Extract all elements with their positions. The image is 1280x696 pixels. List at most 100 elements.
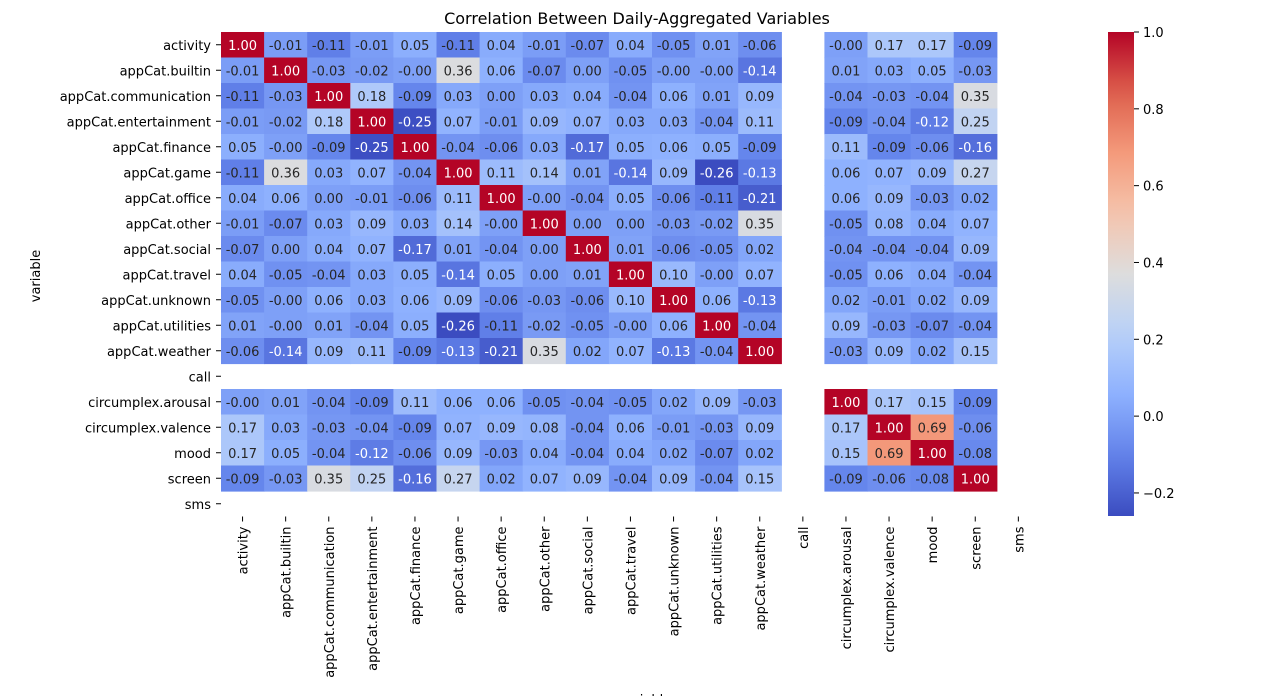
cell-value-label: -0.04 [915,90,949,105]
cell-value-label: -0.03 [700,421,734,436]
cell-value-label: -0.00 [700,268,734,283]
heatmap-cell [738,236,782,263]
cell-value-label: -0.01 [355,192,389,207]
cell-value-label: -0.21 [484,345,518,360]
cell-value-label: -0.25 [398,115,432,130]
cell-value-label: 0.09 [487,421,516,436]
heatmap-cell [652,414,696,441]
cell-value-label: -0.03 [915,192,949,207]
cell-value-label: 0.09 [918,166,947,181]
x-tick-label: activity [237,526,252,574]
heatmap-cell [565,312,610,339]
heatmap-cell [479,236,524,263]
heatmap-cell [264,389,308,416]
heatmap-cell [652,210,696,237]
cell-value-label: -0.06 [657,243,691,258]
cell-value-label: -0.06 [657,192,691,207]
cell-value-label: 0.01 [573,268,602,283]
heatmap-cell [953,57,998,84]
heatmap-cell [652,440,696,467]
cell-value-label: 0.07 [357,243,386,258]
cell-value-label: -0.03 [743,396,777,411]
cell-value-label: 0.06 [831,192,860,207]
heatmap-cell [824,261,869,288]
cell-value-label: 0.14 [444,217,473,232]
heatmap-cell [221,465,265,492]
heatmap-cell [867,440,912,467]
cell-value-label: -0.05 [829,268,863,283]
cell-value-label: 0.36 [444,64,473,79]
x-tick-label: appCat.utilities [711,526,726,625]
x-tick-label: appCat.communication [323,527,338,678]
cell-value-label: 0.04 [228,268,257,283]
heatmap-cell [608,414,653,441]
heatmap-cell [350,108,394,135]
heatmap-cell [393,414,438,441]
heatmap-cell [436,414,481,441]
cell-value-label: -0.01 [269,39,303,54]
x-tick-label: sms [1012,526,1027,552]
heatmap-cell [565,185,610,212]
cell-value-label: -0.04 [312,396,346,411]
cell-value-label: -0.04 [571,421,605,436]
heatmap-cell [479,389,524,416]
cell-value-label: 0.05 [271,447,300,462]
heatmap-cell [867,465,912,492]
heatmap-cell [307,414,351,441]
heatmap-cell [738,465,782,492]
heatmap-cell [608,159,653,186]
heatmap-cell [695,57,739,84]
cell-value-label: 0.04 [918,217,947,232]
cell-value-label: -0.04 [700,472,734,487]
heatmap-cell [264,159,308,186]
cell-value-label: -0.04 [571,192,605,207]
cell-value-label: 0.09 [961,243,990,258]
cell-value-label: -0.11 [484,319,518,334]
cell-value-label: -0.09 [355,396,389,411]
heatmap-cell [910,465,955,492]
heatmap-cell [695,210,739,237]
heatmap-cell [565,389,610,416]
cell-value-label: -0.07 [226,243,260,258]
cell-value-label: -0.04 [571,447,605,462]
cell-value-label: 0.02 [918,345,947,360]
heatmap-cell [910,83,955,110]
cell-value-label: -0.04 [312,268,346,283]
cell-value-label: -0.06 [484,141,518,156]
cell-value-label: -0.05 [226,294,260,309]
cell-value-label: 0.00 [530,243,559,258]
cell-value-label: 0.04 [616,39,645,54]
heatmap-cell [652,261,696,288]
x-tick-label: mood [926,527,941,564]
cell-value-label: 0.03 [659,115,688,130]
cell-value-label: -0.03 [312,421,346,436]
heatmap-cell [565,414,610,441]
heatmap-cell [350,440,394,467]
y-tick-label: appCat.communication [60,90,211,105]
heatmap-cell [910,338,955,365]
heatmap-cell [695,465,739,492]
heatmap-cell [652,57,696,84]
heatmap-cell [608,389,653,416]
cell-value-label: 0.09 [573,472,602,487]
cell-value-label: -0.07 [700,447,734,462]
cell-value-label: 0.02 [745,447,774,462]
heatmap-cell [264,134,308,161]
heatmap-cell [738,108,782,135]
cell-value-label: -0.06 [571,294,605,309]
heatmap-cell [953,312,998,339]
heatmap-cells: 1.00 -0.01 -0.11 -0.01 0.05 -0.11 0.04 -0.01 -0.… [221,32,998,492]
heatmap-cell [350,312,394,339]
cell-value-label: 0.00 [573,64,602,79]
heatmap-cell [264,261,308,288]
cell-value-label: 0.01 [702,90,731,105]
heatmap-cell [953,338,998,365]
cell-value-label: -0.05 [700,243,734,258]
heatmap-cell [695,312,739,339]
heatmap-cell [264,465,308,492]
y-tick-label: appCat.office [125,192,211,207]
x-tick-label: screen [969,527,984,570]
heatmap-cell [264,32,308,59]
cell-value-label: 0.03 [616,115,645,130]
y-tick-label: circumplex.arousal [88,396,211,411]
